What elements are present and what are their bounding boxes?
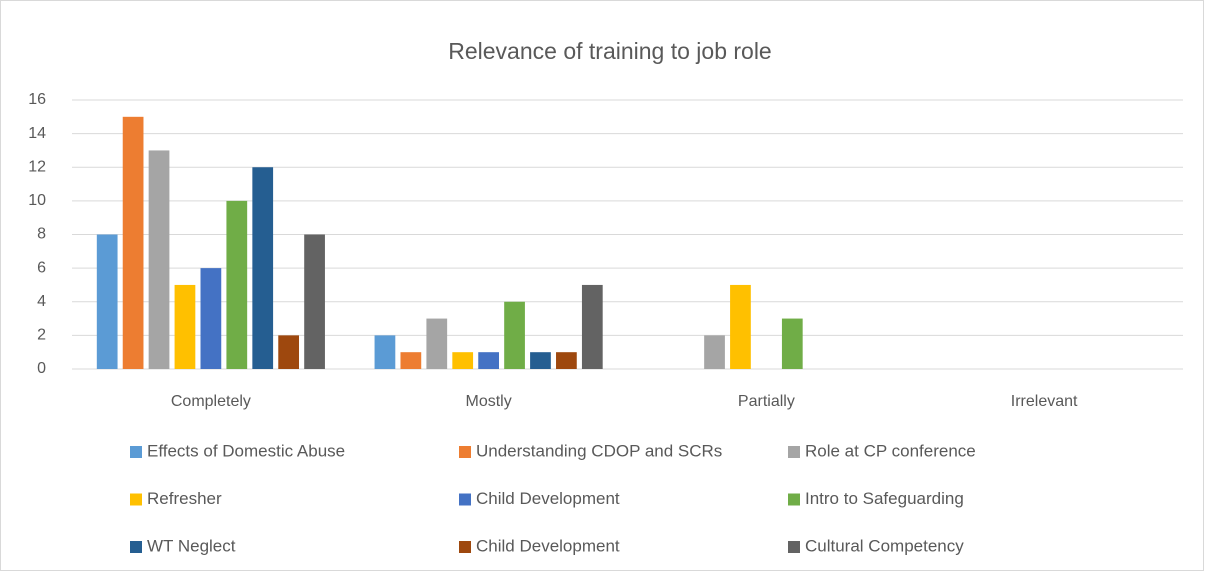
legend-label: Child Development bbox=[476, 536, 620, 555]
y-tick-label: 10 bbox=[28, 192, 46, 209]
legend-label: Effects of Domestic Abuse bbox=[147, 441, 345, 460]
bar bbox=[122, 116, 144, 369]
y-tick-label: 8 bbox=[37, 226, 46, 243]
bar bbox=[174, 284, 196, 369]
legend-swatch bbox=[459, 541, 471, 553]
legend-swatch bbox=[788, 446, 800, 458]
y-tick-label: 14 bbox=[28, 125, 46, 142]
legend-label: Intro to Safeguarding bbox=[805, 489, 964, 508]
legend-label: WT Neglect bbox=[147, 536, 236, 555]
bar bbox=[452, 352, 474, 369]
legend-label: Role at CP conference bbox=[805, 441, 976, 460]
legend-swatch bbox=[459, 446, 471, 458]
bar bbox=[426, 318, 448, 369]
legend-swatch bbox=[130, 493, 142, 506]
legend-swatch bbox=[788, 541, 800, 553]
legend-label: Child Development bbox=[476, 489, 620, 508]
legend-label: Refresher bbox=[147, 489, 222, 508]
y-tick-label: 12 bbox=[28, 158, 46, 175]
bar bbox=[252, 167, 274, 369]
chart-title: Relevance of training to job role bbox=[448, 38, 771, 64]
x-tick-label: Irrelevant bbox=[1011, 393, 1078, 410]
bar bbox=[730, 284, 751, 369]
legend-swatch bbox=[130, 446, 142, 458]
bar bbox=[400, 352, 422, 369]
x-tick-label: Partially bbox=[738, 393, 795, 410]
y-tick-label: 6 bbox=[37, 259, 46, 276]
bar bbox=[96, 234, 118, 369]
y-tick-label: 2 bbox=[37, 327, 46, 344]
bar bbox=[781, 318, 803, 369]
y-tick-label: 4 bbox=[37, 293, 46, 310]
bar bbox=[226, 200, 248, 369]
legend-swatch bbox=[459, 493, 471, 506]
bar bbox=[704, 335, 725, 369]
bar bbox=[200, 268, 222, 369]
x-tick-label: Completely bbox=[171, 393, 251, 410]
bar bbox=[278, 335, 300, 369]
legend-swatch bbox=[788, 493, 800, 506]
bar bbox=[374, 335, 396, 369]
bar bbox=[478, 352, 499, 369]
bar bbox=[581, 284, 603, 369]
bar bbox=[304, 234, 325, 369]
bar bbox=[530, 352, 551, 369]
y-tick-label: 0 bbox=[37, 360, 46, 377]
legend-label: Understanding CDOP and SCRs bbox=[476, 441, 722, 460]
legend-label: Cultural Competency bbox=[805, 536, 964, 555]
legend-swatch bbox=[130, 541, 142, 553]
y-tick-label: 16 bbox=[28, 91, 46, 108]
bar bbox=[504, 301, 525, 369]
bar bbox=[148, 150, 170, 369]
x-tick-label: Mostly bbox=[466, 393, 512, 410]
bar bbox=[556, 352, 577, 369]
